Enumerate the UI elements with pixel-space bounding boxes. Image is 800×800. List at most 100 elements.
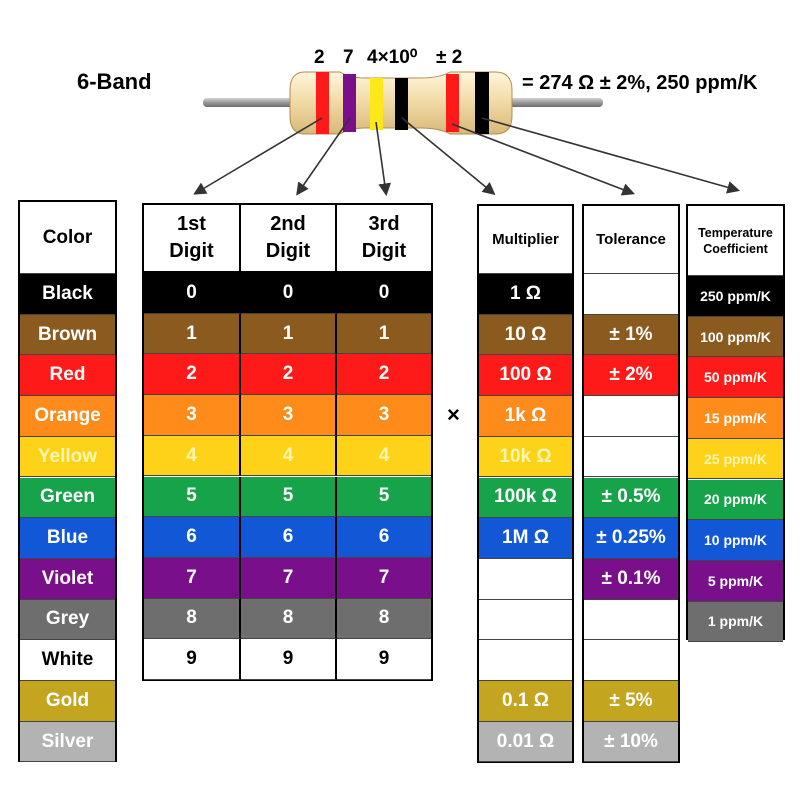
multiplier-cell-brown: 10 Ω — [479, 314, 572, 356]
color-row-silver: Silver — [20, 721, 115, 763]
digit-1-cell-white: 9 — [144, 639, 241, 680]
band-type-title: 6-Band — [77, 69, 152, 94]
color-row-blue: Blue — [20, 518, 115, 559]
tolerance-cell-brown: ± 1% — [584, 314, 678, 356]
multiplier-cell-violet — [479, 558, 572, 600]
multiplier-cell-blue: 1M Ω — [479, 518, 572, 559]
digit-2-cell-red: 2 — [241, 354, 337, 396]
band-black-tempco — [475, 72, 489, 134]
digit-3-cell-green: 5 — [337, 476, 431, 518]
digit-1-cell-orange: 3 — [144, 395, 241, 436]
digit-2-cell-grey: 8 — [241, 598, 337, 640]
color-row-orange: Orange — [20, 396, 115, 437]
digit-3-cell-blue: 6 — [337, 517, 431, 558]
tolerance-column: Tolerance ± 1% ± 2% ± 0.5% ± 0.25% ± 0.1% ± 5%… — [582, 204, 680, 763]
band-violet — [343, 74, 356, 132]
band-label-1: 2 — [314, 47, 325, 68]
digit-3-cell-violet: 7 — [337, 557, 431, 599]
tolerance-cell-violet: ± 0.1% — [584, 558, 678, 600]
temp-coefficient-column: Temperature Coefficient 250 ppm/K 100 ppm/… — [686, 204, 785, 643]
arrow-multiplier — [401, 117, 496, 196]
multiplier-cell-grey — [479, 599, 572, 641]
digit-header-3: 3rd Digit — [337, 205, 431, 273]
band-red-tolerance — [446, 74, 459, 132]
digit-3-cell-red: 2 — [337, 354, 431, 396]
temp-coefficient-cell-brown: 100 ppm/K — [688, 316, 783, 358]
color-row-grey: Grey — [20, 599, 115, 641]
temp-coefficient-cell-blue: 10 ppm/K — [688, 520, 783, 561]
color-row-red: Red — [20, 355, 115, 397]
digit-1-cell-green: 5 — [144, 476, 241, 518]
tolerance-cell-silver: ± 10% — [584, 721, 678, 763]
band-label-4: ± 2 — [436, 47, 463, 68]
color-row-brown: Brown — [20, 314, 115, 356]
multiplier-cell-black: 1 Ω — [479, 274, 572, 315]
temp-coefficient-cell-violet: 5 ppm/K — [688, 560, 783, 602]
temp-coefficient-cell-yellow: 25 ppm/K — [688, 438, 783, 480]
digit-header-2: 2nd Digit — [241, 205, 337, 273]
band-label-2: 7 — [343, 47, 354, 68]
color-row-violet: Violet — [20, 558, 115, 600]
digit-3-cell-yellow: 4 — [337, 435, 431, 477]
digit-2-cell-yellow: 4 — [241, 435, 337, 477]
multiplier-cell-orange: 1k Ω — [479, 396, 572, 437]
digit-3-cell-grey: 8 — [337, 598, 431, 640]
digit-3-cell-black: 0 — [337, 273, 431, 314]
tolerance-cell-yellow — [584, 436, 678, 478]
band-black — [395, 78, 408, 130]
color-column: Color Black Brown Red Orange Yellow Green Blue V… — [18, 200, 117, 763]
tolerance-header: Tolerance — [584, 206, 678, 274]
digit-3-cell-brown: 1 — [337, 313, 431, 355]
temp-coefficient-cell-orange: 15 ppm/K — [688, 398, 783, 439]
tolerance-cell-red: ± 2% — [584, 355, 678, 397]
arrow-tolerance — [451, 123, 635, 196]
digit-1-cell-red: 2 — [144, 354, 241, 396]
band-label-3: 4×10⁰ — [367, 47, 418, 68]
multiplier-header: Multiplier — [479, 206, 572, 274]
tolerance-cell-grey — [584, 599, 678, 641]
digit-2-cell-brown: 1 — [241, 313, 337, 355]
tolerance-cell-white — [584, 640, 678, 681]
digit-1-cell-blue: 6 — [144, 517, 241, 558]
tolerance-cell-gold: ± 5% — [584, 681, 678, 722]
color-header: Color — [20, 202, 115, 274]
digit-3-cell-white: 9 — [337, 639, 431, 680]
digit-2-cell-green: 5 — [241, 476, 337, 518]
arrow-2nd-digit — [296, 117, 351, 196]
resistance-result: = 274 Ω ± 2%, 250 ppm/K — [522, 72, 758, 94]
multiply-sign: × — [447, 402, 460, 427]
multiplier-cell-white — [479, 640, 572, 681]
digit-2-cell-violet: 7 — [241, 557, 337, 599]
temp-coefficient-cell-grey: 1 ppm/K — [688, 601, 783, 643]
multiplier-cell-red: 100 Ω — [479, 355, 572, 397]
multiplier-cell-green: 100k Ω — [479, 477, 572, 519]
temp-coefficient-cell-red: 50 ppm/K — [688, 357, 783, 399]
tolerance-cell-orange — [584, 396, 678, 437]
temp-coefficient-cell-black: 250 ppm/K — [688, 276, 783, 317]
color-row-yellow: Yellow — [20, 436, 115, 478]
digit-2-cell-blue: 6 — [241, 517, 337, 558]
tolerance-cell-green: ± 0.5% — [584, 477, 678, 519]
band-yellow — [370, 78, 383, 130]
color-row-gold: Gold — [20, 681, 115, 722]
multiplier-cell-silver: 0.01 Ω — [479, 721, 572, 763]
color-row-black: Black — [20, 274, 115, 315]
band-red — [316, 72, 329, 134]
temp-coefficient-cell-green: 20 ppm/K — [688, 479, 783, 521]
digit-header-1: 1st Digit — [144, 205, 241, 273]
digit-2-cell-black: 0 — [241, 273, 337, 314]
digit-2-cell-white: 9 — [241, 639, 337, 680]
digit-1-cell-black: 0 — [144, 273, 241, 314]
digit-1-cell-violet: 7 — [144, 557, 241, 599]
digit-1-cell-brown: 1 — [144, 313, 241, 355]
tolerance-cell-blue: ± 0.25% — [584, 518, 678, 559]
multiplier-cell-gold: 0.1 Ω — [479, 681, 572, 722]
multiplier-cell-yellow: 10k Ω — [479, 436, 572, 478]
multiplier-column: Multiplier 1 Ω 10 Ω 100 Ω 1k Ω 10k Ω 100k Ω 1M … — [477, 204, 574, 763]
digit-2-cell-orange: 3 — [241, 395, 337, 436]
temp-coefficient-header: Temperature Coefficient — [688, 206, 783, 276]
color-row-white: White — [20, 640, 115, 681]
digit-table: 1st Digit 0 1 2 3 4 5 6 7 8 9 2nd Digit 0 1 2 3 4 5 6 7 8 9 3r… — [142, 203, 433, 681]
arrow-3rd-digit — [375, 121, 391, 197]
